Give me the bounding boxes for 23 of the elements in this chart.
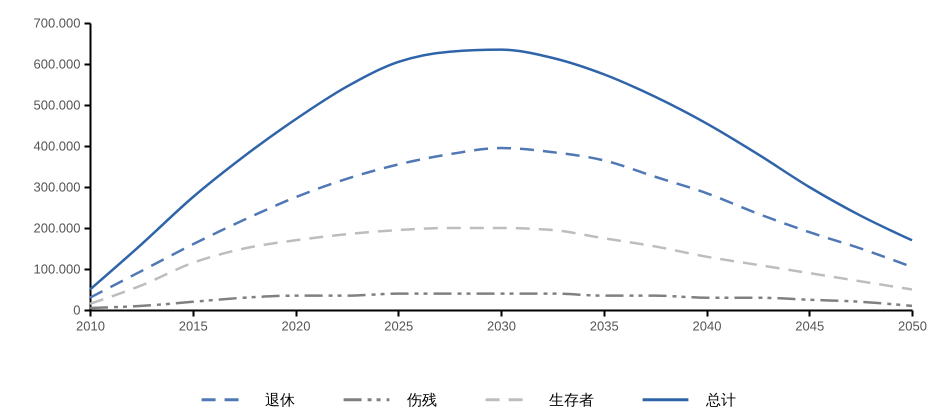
line-series	[88, 226, 914, 306]
legend-label: 伤残	[407, 392, 437, 409]
y-tick-label: 200.000	[34, 220, 80, 236]
line-series	[88, 48, 914, 291]
y-tick-label: 300.000	[34, 180, 80, 194]
legend-label: 总计	[705, 392, 736, 409]
y-tick-label: 700.000	[34, 16, 80, 30]
x-tick-label: 2025	[384, 318, 414, 334]
x-tick-label: 2015	[178, 318, 208, 334]
y-tick-label: 500.000	[34, 98, 80, 112]
x-tick-label: 2050	[898, 318, 927, 334]
x-tick-label: 2045	[795, 318, 824, 334]
x-tick-label: 2040	[692, 318, 722, 334]
x-tick-label: 2020	[282, 318, 310, 334]
y-tick-label: 600.000	[34, 56, 80, 72]
y-tick-label: 400.000	[34, 138, 80, 154]
y-tick-label: 0	[73, 302, 80, 318]
y-tick-label: 100.000	[34, 262, 80, 276]
x-tick-label: 2030	[487, 318, 516, 334]
x-tick-label: 2035	[590, 318, 619, 334]
legend-label: 生存者	[549, 392, 594, 409]
legend-label: 退休	[265, 392, 295, 409]
x-tick-label: 2010	[76, 318, 105, 334]
